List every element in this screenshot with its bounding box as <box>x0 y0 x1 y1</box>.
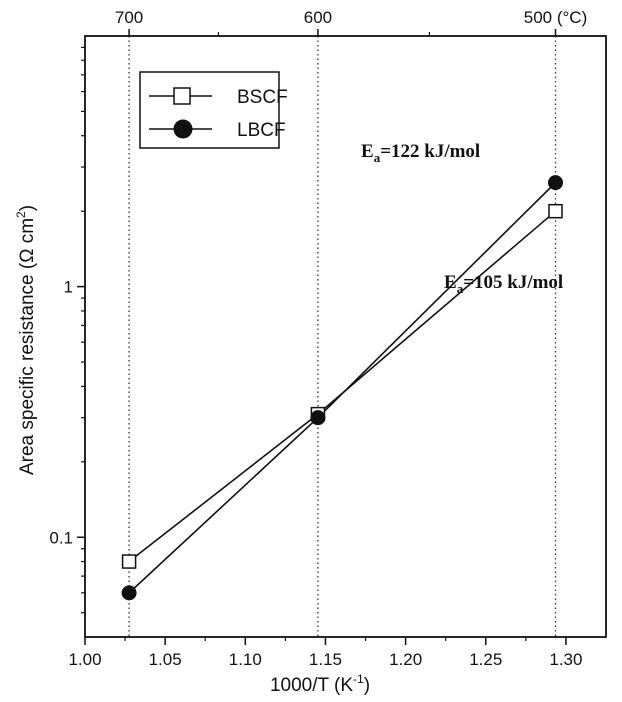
series-lines <box>128 182 557 594</box>
point-lbcf <box>310 410 326 426</box>
x-tick-label-5: 1.25 <box>469 650 502 669</box>
x-tick-label-0: 1.00 <box>68 650 101 669</box>
point-bscf <box>548 203 563 219</box>
x-tick-label-2: 1.10 <box>229 650 262 669</box>
annotation-ea-122: Ea=122 kJ/mol <box>361 141 480 165</box>
top-tick-label-1: 600 <box>304 8 332 27</box>
top-tick-label-0: 700 <box>115 8 143 27</box>
x-axis-label: 1000/T (K-1) <box>270 672 370 696</box>
legend-bscf-label: BSCF <box>237 87 288 108</box>
legend-lbcf-marker <box>173 119 193 139</box>
plot-frame <box>84 35 607 638</box>
x-tick-label-4: 1.20 <box>389 650 422 669</box>
series-line-lbcf <box>128 182 557 594</box>
y-tick-label-1: 1 <box>64 278 73 297</box>
x-tick-label-6: 1.30 <box>549 650 582 669</box>
point-lbcf <box>548 175 564 191</box>
x-tick-label-3: 1.15 <box>309 650 342 669</box>
data-markers <box>121 175 564 601</box>
legend: BSCF LBCF <box>139 71 288 149</box>
x-tick-label-1: 1.05 <box>149 650 182 669</box>
axes: 1.00 1.05 1.10 1.15 1.20 1.25 1.30 700 600 500 (°… <box>49 8 607 669</box>
y-tick-label-0: 0.1 <box>49 528 73 547</box>
point-bscf <box>121 554 137 569</box>
legend-box <box>139 71 280 149</box>
series-line-bscf <box>128 210 557 563</box>
y-axis-label: Area specific resistance (Ω cm2) <box>14 205 38 475</box>
top-tick-label-2: 500 (°C) <box>524 8 587 27</box>
legend-bscf-marker <box>173 87 191 105</box>
legend-lbcf-label: LBCF <box>237 120 286 141</box>
annotation-ea-105: Ea=105 kJ/mol <box>444 272 563 296</box>
temperature-reference-lines <box>128 36 557 637</box>
point-lbcf <box>121 585 137 601</box>
